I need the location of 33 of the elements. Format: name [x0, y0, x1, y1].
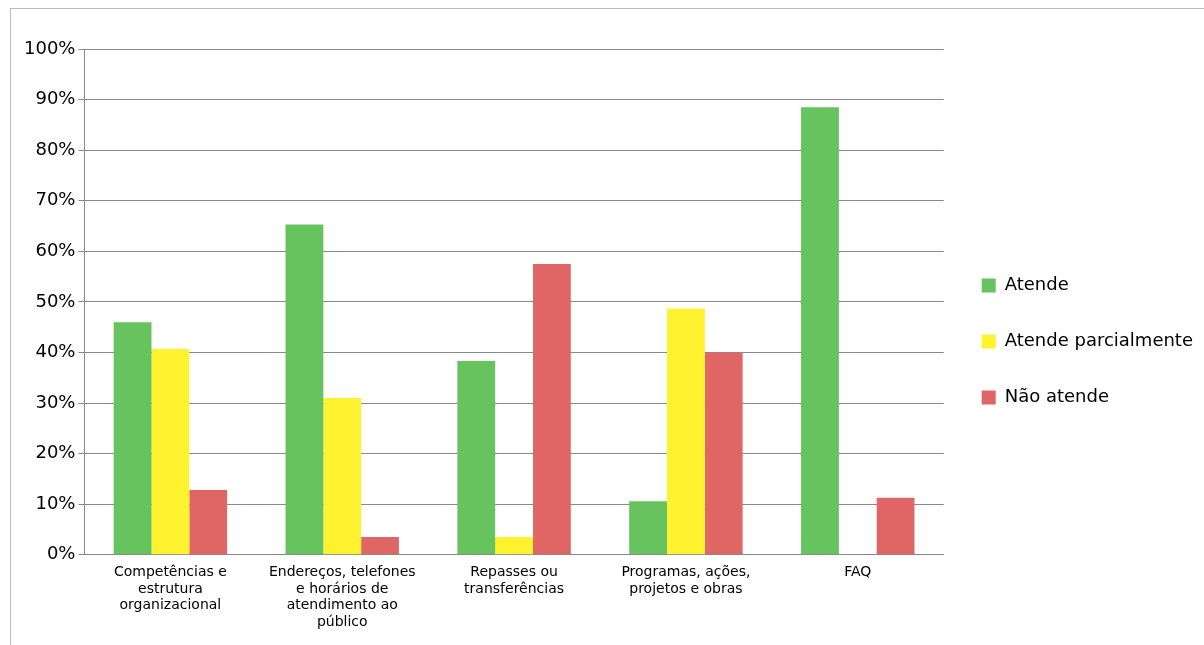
legend-label: Atende: [1004, 273, 1069, 295]
bar: [361, 537, 399, 555]
bar: [189, 490, 228, 555]
bar: [323, 398, 362, 555]
y-tick-label: 50%: [35, 289, 76, 311]
bar: [532, 263, 571, 555]
x-tick-label: Endereços, telefones e horários de atendimento ao público: [268, 562, 416, 630]
bar: [113, 322, 152, 555]
legend-label: Atende parcialmente: [1004, 329, 1193, 351]
x-tick-label: Programas, ações, projetos e obras: [621, 562, 751, 596]
x-tick-label: Repasses ou transferências: [464, 562, 565, 596]
y-tick-label: 60%: [35, 238, 76, 260]
bar: [285, 224, 324, 555]
bar: [704, 352, 743, 555]
bar: [876, 497, 915, 555]
y-tick-label: 40%: [35, 340, 76, 362]
bar: [495, 537, 533, 555]
bar: [801, 107, 839, 555]
y-tick-label: 100%: [23, 36, 76, 58]
bar: [457, 361, 496, 555]
bar: [629, 501, 668, 555]
y-tick-label: 10%: [35, 491, 76, 513]
x-tick-label: Competências e estrutura organizacional: [113, 562, 227, 613]
x-tick-label: FAQ: [844, 562, 872, 579]
y-tick-label: 70%: [35, 188, 76, 210]
bar: [151, 348, 190, 555]
bar: [667, 308, 705, 555]
y-tick-label: 80%: [35, 137, 76, 159]
y-tick-label: 0%: [46, 542, 76, 564]
y-tick-label: 30%: [35, 390, 76, 412]
legend-label: Não atende: [1004, 385, 1110, 407]
y-tick-label: 90%: [35, 87, 76, 109]
y-tick-label: 20%: [35, 441, 76, 463]
